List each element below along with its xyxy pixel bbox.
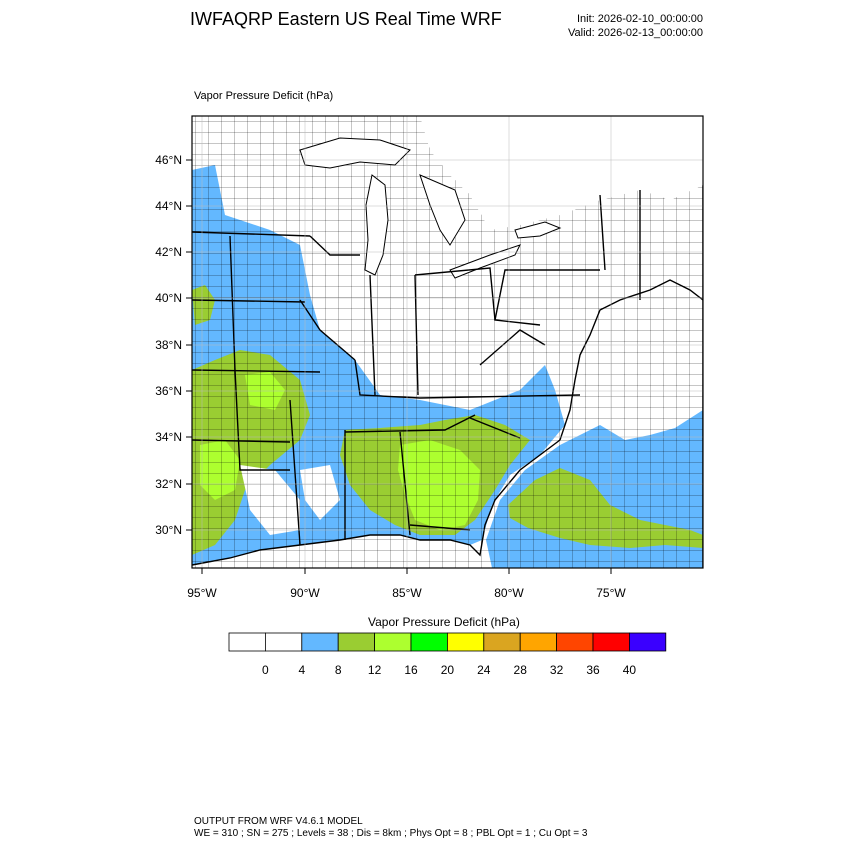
map-field-title: Vapor Pressure Deficit (hPa) [194, 90, 334, 102]
canada-region [420, 116, 703, 230]
lat-label-30n: 30°N [155, 523, 182, 537]
color-bar-label: 8 [335, 663, 342, 677]
lake-michigan [364, 174, 389, 276]
lake-superior [299, 137, 411, 169]
lon-label-90w: 90°W [290, 586, 320, 600]
page-title: IWFAQRP Eastern US Real Time WRF [190, 9, 502, 29]
lat-label-40n: 40°N [155, 291, 182, 305]
lat-label-36n: 36°N [155, 384, 182, 398]
color-bar-label: 12 [368, 663, 382, 677]
color-bar-box [337, 632, 376, 652]
lon-label-75w: 75°W [596, 586, 626, 600]
init-time: Init: 2026-02-10_00:00:00 [577, 13, 703, 25]
lat-label-44n: 44°N [155, 199, 182, 213]
color-bar-box [446, 632, 485, 652]
color-bar-label: 0 [262, 663, 269, 677]
footer-model-line: OUTPUT FROM WRF V4.6.1 MODEL [194, 816, 363, 827]
coastline [192, 279, 703, 566]
color-bar-label: 20 [441, 663, 455, 677]
color-bar-label: 4 [298, 663, 305, 677]
color-bar-box [410, 632, 448, 652]
footer-config-line: WE = 310 ; SN = 275 ; Levels = 38 ; Dis … [194, 828, 588, 839]
lon-label-95w: 95°W [187, 586, 217, 600]
color-bar [228, 632, 667, 652]
lon-label-85w: 85°W [392, 586, 422, 600]
color-bar-box [556, 632, 594, 652]
lat-label-34n: 34°N [155, 430, 182, 444]
color-bar-box [483, 632, 521, 652]
lat-label-42n: 42°N [155, 245, 182, 259]
color-bar-box [629, 632, 667, 652]
graticule [192, 116, 703, 568]
color-bar-box [228, 632, 266, 652]
latitude-axis: 46°N 44°N 42°N 40°N 38°N 36°N 34°N 32°N … [155, 153, 192, 537]
lat-label-32n: 32°N [155, 477, 182, 491]
lake-ontario [514, 221, 562, 239]
valid-time: Valid: 2026-02-13_00:00:00 [568, 27, 703, 39]
color-bar-label: 16 [404, 663, 418, 677]
state-boundaries [192, 190, 641, 546]
color-bar-labels: 0 4 8 12 16 20 24 28 32 36 40 [262, 663, 636, 677]
lake-huron [419, 174, 466, 246]
legend-title: Vapor Pressure Deficit (hPa) [368, 615, 520, 629]
lat-label-38n: 38°N [155, 338, 182, 352]
color-bar-label: 28 [514, 663, 528, 677]
lat-label-46n: 46°N [155, 153, 182, 167]
color-bar-box [592, 632, 630, 652]
lon-label-80w: 80°W [494, 586, 524, 600]
map-plot-area [192, 116, 703, 568]
longitude-axis: 95°W 90°W 85°W 80°W 75°W [187, 568, 626, 600]
map-frame [191, 115, 704, 569]
color-bar-label: 36 [586, 663, 600, 677]
color-bar-label: 40 [623, 663, 637, 677]
color-bar-box [519, 632, 558, 652]
color-bar-box [374, 632, 412, 652]
color-bar-box [264, 632, 303, 652]
color-bar-label: 24 [477, 663, 491, 677]
color-bar-box [301, 632, 339, 652]
color-bar-label: 32 [550, 663, 564, 677]
